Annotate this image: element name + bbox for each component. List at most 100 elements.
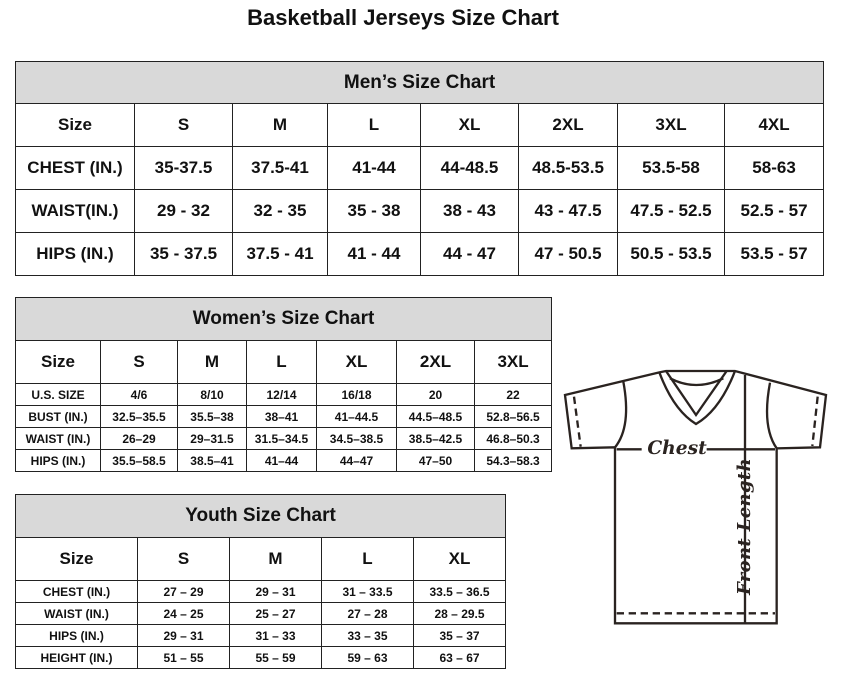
table-cell: 8/10: [177, 383, 247, 406]
table-row: HIPS (IN.) 29 – 31 31 – 33 33 – 35 35 – 37: [15, 624, 507, 647]
table-cell: 37.5 - 41: [232, 232, 328, 276]
table-cell: 34.5–38.5: [316, 427, 397, 450]
size-header: S: [137, 537, 230, 581]
row-label: WAIST (IN.): [15, 602, 138, 625]
row-label: HIPS (IN.): [15, 624, 138, 647]
table-cell: 27 – 29: [137, 580, 230, 603]
table-cell: 43 - 47.5: [518, 189, 618, 233]
men-table-title: Men’s Size Chart: [14, 61, 825, 104]
table-row: WAIST (IN.) 24 – 25 25 – 27 27 – 28 28 – 29.…: [15, 602, 507, 625]
size-header: M: [229, 537, 322, 581]
table-cell: 38–41: [246, 405, 317, 428]
size-header: L: [327, 103, 421, 147]
table-cell: 52.5 - 57: [723, 189, 825, 233]
table-cell: 55 – 59: [229, 646, 322, 669]
table-cell: 50.5 - 53.5: [617, 232, 725, 276]
size-header: M: [177, 340, 247, 384]
size-header: L: [321, 537, 414, 581]
table-cell: 35 - 37.5: [134, 232, 233, 276]
row-label: CHEST (IN.): [15, 580, 138, 603]
size-header: XL: [420, 103, 519, 147]
front-length-label: Front Length: [734, 458, 755, 596]
table-cell: 28 – 29.5: [412, 602, 507, 625]
table-cell: 16/18: [316, 383, 397, 406]
table-cell: 46.8–50.3: [473, 427, 553, 450]
table-cell: 33 – 35: [321, 624, 414, 647]
size-header: 2XL: [518, 103, 618, 147]
table-cell: 31 – 33.5: [321, 580, 414, 603]
table-cell: 48.5-53.5: [518, 146, 618, 190]
table-cell: 35.5–38: [177, 405, 247, 428]
table-cell: 29 – 31: [229, 580, 322, 603]
table-cell: 44.5–48.5: [396, 405, 475, 428]
table-cell: 63 – 67: [412, 646, 507, 669]
table-cell: 31.5–34.5: [246, 427, 317, 450]
table-cell: 47–50: [396, 449, 475, 472]
size-header: 2XL: [396, 340, 475, 384]
table-cell: 52.8–56.5: [473, 405, 553, 428]
table-cell: 12/14: [246, 383, 317, 406]
table-cell: 29 - 32: [134, 189, 233, 233]
table-cell: 38.5–42.5: [396, 427, 475, 450]
table-cell: 41–44: [246, 449, 317, 472]
table-cell: 58-63: [723, 146, 825, 190]
table-cell: 27 – 28: [321, 602, 414, 625]
table-cell: 22: [473, 383, 553, 406]
table-row: BUST (IN.) 32.5–35.5 35.5–38 38–41 41–44.5 44…: [15, 405, 553, 428]
youth-table-title: Youth Size Chart: [14, 494, 507, 538]
chest-label: Chest: [647, 437, 707, 459]
table-cell: 31 – 33: [229, 624, 322, 647]
size-header: L: [246, 340, 317, 384]
table-cell: 44–47: [316, 449, 397, 472]
table-cell: 29 – 31: [137, 624, 230, 647]
size-header: S: [134, 103, 233, 147]
youth-size-table: Youth Size Chart Size S M L XL CHEST (IN.) 27 –…: [14, 494, 507, 669]
table-cell: 37.5-41: [232, 146, 328, 190]
table-cell: 47 - 50.5: [518, 232, 618, 276]
women-table-title: Women’s Size Chart: [14, 297, 553, 341]
size-header: Size: [15, 103, 135, 147]
table-row: HIPS (IN.) 35.5–58.5 38.5–41 41–44 44–47 47–5…: [15, 449, 553, 472]
womens-size-table: Women’s Size Chart Size S M L XL 2XL 3XL U.S. SI…: [14, 297, 553, 472]
row-label: U.S. SIZE: [15, 383, 101, 406]
row-label: WAIST(IN.): [15, 189, 135, 233]
size-header: XL: [316, 340, 397, 384]
size-header: Size: [15, 340, 101, 384]
table-row: HEIGHT (IN.) 51 – 55 55 – 59 59 – 63 63 – 67: [15, 646, 507, 669]
table-cell: 54.3–58.3: [473, 449, 553, 472]
row-label: CHEST (IN.): [15, 146, 135, 190]
table-cell: 24 – 25: [137, 602, 230, 625]
table-cell: 41-44: [327, 146, 421, 190]
shirt-outline: [563, 369, 828, 625]
table-cell: 41 - 44: [327, 232, 421, 276]
table-cell: 38 - 43: [420, 189, 519, 233]
row-label: WAIST (IN.): [15, 427, 101, 450]
table-cell: 33.5 – 36.5: [412, 580, 507, 603]
size-header: XL: [412, 537, 507, 581]
table-cell: 26–29: [100, 427, 178, 450]
table-row: U.S. SIZE 4/6 8/10 12/14 16/18 20 22: [15, 383, 553, 406]
table-cell: 20: [396, 383, 475, 406]
size-header: 4XL: [723, 103, 825, 147]
table-cell: 32 - 35: [232, 189, 328, 233]
size-header: 3XL: [473, 340, 553, 384]
jersey-diagram: Chest Front Length: [563, 369, 828, 625]
table-cell: 47.5 - 52.5: [617, 189, 725, 233]
table-cell: 35.5–58.5: [100, 449, 178, 472]
size-row: Size S M L XL 2XL 3XL 4XL: [15, 103, 825, 147]
row-label: BUST (IN.): [15, 405, 101, 428]
table-cell: 41–44.5: [316, 405, 397, 428]
table-cell: 29–31.5: [177, 427, 247, 450]
mens-size-table: Men’s Size Chart Size S M L XL 2XL 3XL 4XL CHEST …: [14, 61, 825, 276]
size-row: Size S M L XL 2XL 3XL: [15, 340, 553, 384]
size-header: S: [100, 340, 178, 384]
table-cell: 53.5-58: [617, 146, 725, 190]
size-header: Size: [15, 537, 138, 581]
table-cell: 59 – 63: [321, 646, 414, 669]
page-title: Basketball Jerseys Size Chart: [247, 5, 559, 30]
size-header: 3XL: [617, 103, 725, 147]
row-label: HEIGHT (IN.): [15, 646, 138, 669]
size-header: M: [232, 103, 328, 147]
table-row: WAIST (IN.) 26–29 29–31.5 31.5–34.5 34.5–38.…: [15, 427, 553, 450]
size-row: Size S M L XL: [15, 537, 507, 581]
